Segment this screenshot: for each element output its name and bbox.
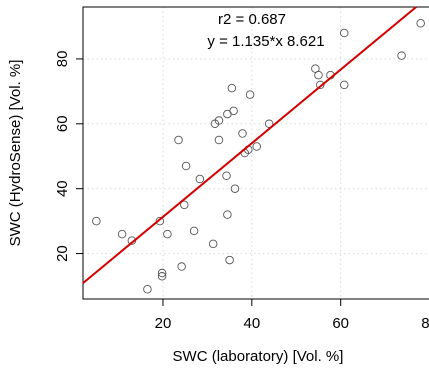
y-axis-title: SWC (HydroSense) [Vol. %] bbox=[7, 60, 24, 247]
r2-annotation: r2 = 0.687 bbox=[218, 11, 286, 28]
data-point bbox=[214, 135, 224, 145]
data-point bbox=[416, 18, 425, 28]
plot-frame bbox=[82, 6, 429, 300]
x-tick-label: 80 bbox=[421, 315, 429, 332]
regression-line-group bbox=[82, 6, 417, 284]
data-point bbox=[314, 70, 323, 80]
x-axis-title: SWC (laboratory) [Vol. %] bbox=[173, 348, 344, 365]
data-point bbox=[177, 262, 186, 271]
data-point bbox=[222, 171, 231, 180]
x-tick-label: 60 bbox=[332, 315, 349, 332]
data-point bbox=[117, 229, 127, 239]
data-point bbox=[181, 161, 191, 171]
data-point bbox=[245, 90, 255, 99]
data-point bbox=[208, 239, 218, 249]
y-tick-label: 20 bbox=[54, 245, 71, 262]
data-point bbox=[180, 200, 189, 210]
x-axis-ticks: 20 40 60 80 bbox=[155, 299, 429, 332]
data-point bbox=[340, 80, 349, 90]
regression-line bbox=[82, 6, 417, 284]
y-tick-label: 40 bbox=[54, 180, 71, 197]
x-tick-label: 20 bbox=[155, 315, 172, 332]
y-tick-label: 60 bbox=[54, 115, 71, 132]
data-point bbox=[316, 80, 325, 90]
data-point bbox=[397, 51, 406, 60]
data-point bbox=[195, 174, 205, 184]
data-point bbox=[157, 272, 167, 281]
data-points bbox=[92, 18, 425, 294]
y-axis-ticks: 20 40 60 80 bbox=[54, 51, 83, 262]
data-point bbox=[214, 116, 224, 125]
data-point bbox=[238, 129, 247, 138]
data-point bbox=[143, 285, 152, 294]
data-point bbox=[92, 216, 101, 226]
data-point bbox=[252, 142, 261, 151]
x-tick-label: 40 bbox=[243, 315, 260, 332]
data-point bbox=[174, 135, 183, 145]
data-point bbox=[157, 268, 167, 278]
equation-annotation: y = 1.135*x 8.621 bbox=[207, 33, 324, 50]
data-point bbox=[227, 83, 237, 93]
data-point bbox=[230, 184, 240, 193]
y-tick-label: 80 bbox=[54, 51, 71, 68]
data-point bbox=[340, 28, 349, 38]
grid-lines bbox=[83, 7, 429, 299]
data-point bbox=[223, 210, 232, 219]
data-point bbox=[225, 255, 234, 265]
data-point bbox=[229, 106, 238, 116]
data-point bbox=[163, 229, 172, 239]
data-point bbox=[155, 216, 165, 226]
data-point bbox=[189, 226, 199, 236]
